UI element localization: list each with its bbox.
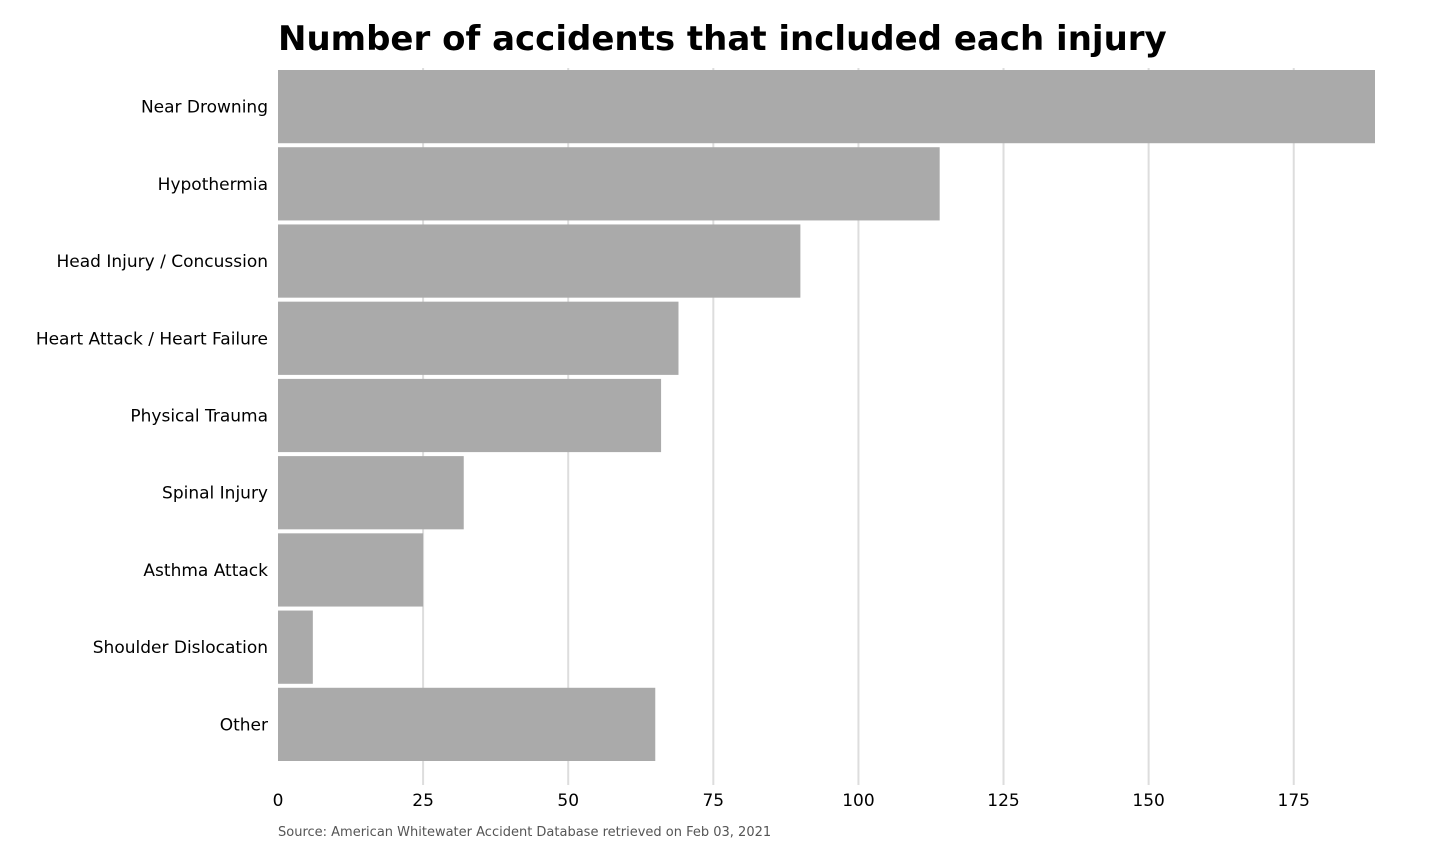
category-label: Spinal Injury [162, 484, 268, 504]
bar [278, 610, 313, 684]
category-labels: Near Drowning Hypothermia Head Injury / Co… [36, 98, 268, 736]
x-axis-ticks: 0 25 50 75 100 125 150 175 [273, 791, 1310, 811]
category-label: Asthma Attack [143, 561, 268, 581]
x-tick-label: 175 [1278, 791, 1310, 811]
bar [278, 301, 679, 375]
x-tick-label: 25 [412, 791, 434, 811]
x-tick-label: 100 [842, 791, 874, 811]
bar [278, 70, 1375, 144]
x-tick-label: 125 [987, 791, 1019, 811]
category-label: Shoulder Dislocation [93, 638, 268, 658]
bar [278, 456, 464, 530]
category-label: Other [220, 715, 268, 735]
bar [278, 533, 424, 607]
category-label: Hypothermia [158, 175, 268, 195]
bar [278, 147, 940, 221]
x-tick-label: 150 [1132, 791, 1164, 811]
source-note: Source: American Whitewater Accident Dat… [278, 825, 771, 840]
bars [278, 70, 1375, 761]
chart-title: Number of accidents that included each i… [278, 19, 1167, 59]
category-label: Near Drowning [141, 98, 268, 118]
category-label: Physical Trauma [130, 407, 268, 427]
bar [278, 378, 662, 453]
x-tick-label: 0 [273, 791, 284, 811]
x-tick-label: 75 [702, 791, 724, 811]
category-label: Head Injury / Concussion [56, 252, 268, 272]
category-label: Heart Attack / Heart Failure [36, 329, 268, 349]
bar [278, 687, 656, 761]
bar [278, 224, 801, 298]
x-tick-label: 50 [557, 791, 579, 811]
